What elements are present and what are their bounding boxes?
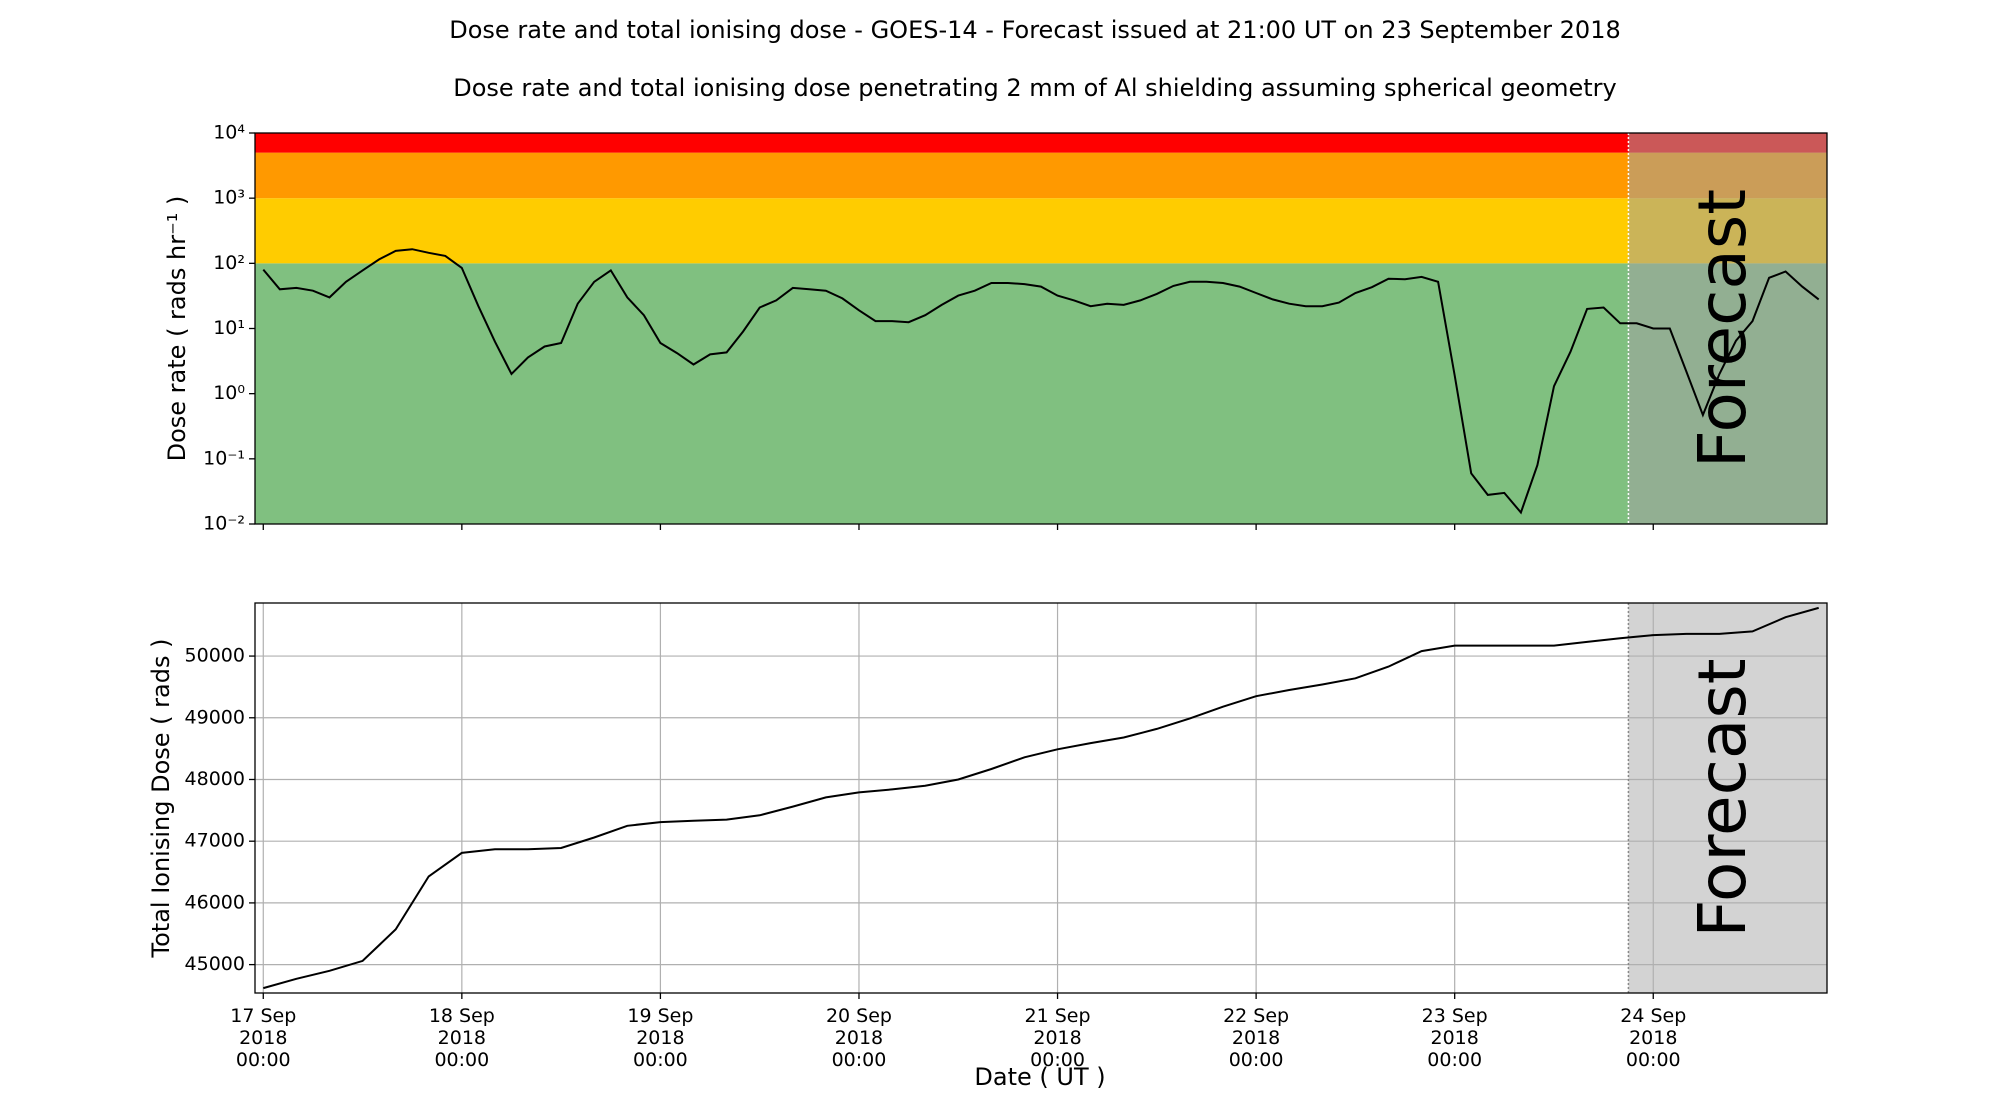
y-tick-label: 10²: [213, 252, 245, 274]
plot-frame: [254, 602, 1828, 994]
y-axis-label: Total Ionising Dose ( rads ): [147, 639, 175, 959]
risk-band: [255, 133, 1827, 153]
data-line: [262, 248, 1820, 515]
y-tick-label: 49000: [185, 706, 245, 728]
risk-band: [255, 198, 1827, 264]
forecast-region: [1628, 603, 1827, 993]
x-tick-label: 20 Sep 2018 00:00: [825, 1005, 892, 1071]
x-tick-label: 21 Sep 2018 00:00: [1024, 1005, 1091, 1071]
chart-title: Dose rate and total ionising dose - GOES…: [449, 16, 1620, 44]
y-tick-label: 10¹: [213, 317, 245, 339]
y-tick-label: 10⁻²: [203, 513, 245, 535]
chart-subtitle: Dose rate and total ionising dose penetr…: [453, 74, 1617, 102]
x-axis-label: Date ( UT ): [974, 1063, 1105, 1091]
y-tick-label: 10⁴: [213, 122, 245, 144]
x-tick-label: 17 Sep 2018 00:00: [230, 1005, 297, 1071]
x-tick-label: 19 Sep 2018 00:00: [627, 1005, 694, 1071]
x-tick-label: 23 Sep 2018 00:00: [1421, 1005, 1488, 1071]
y-tick-label: 45000: [185, 953, 245, 975]
risk-band: [255, 152, 1827, 199]
y-tick-label: 47000: [185, 830, 245, 852]
y-tick-label: 46000: [185, 891, 245, 913]
y-tick-label: 50000: [185, 645, 245, 667]
x-tick-label: 22 Sep 2018 00:00: [1223, 1005, 1290, 1071]
y-tick-label: 10³: [213, 187, 245, 209]
y-tick-label: 10⁻¹: [203, 447, 245, 469]
x-tick-label: 18 Sep 2018 00:00: [428, 1005, 495, 1071]
forecast-label: Forecast: [1684, 658, 1761, 937]
risk-band: [255, 263, 1827, 524]
y-axis-label: Dose rate ( rads hr⁻¹ ): [163, 196, 191, 462]
y-tick-label: 48000: [185, 768, 245, 790]
forecast-label: Forecast: [1684, 189, 1761, 468]
data-line: [263, 606, 1819, 990]
y-tick-label: 10⁰: [213, 382, 245, 404]
x-tick-label: 24 Sep 2018 00:00: [1620, 1005, 1687, 1071]
